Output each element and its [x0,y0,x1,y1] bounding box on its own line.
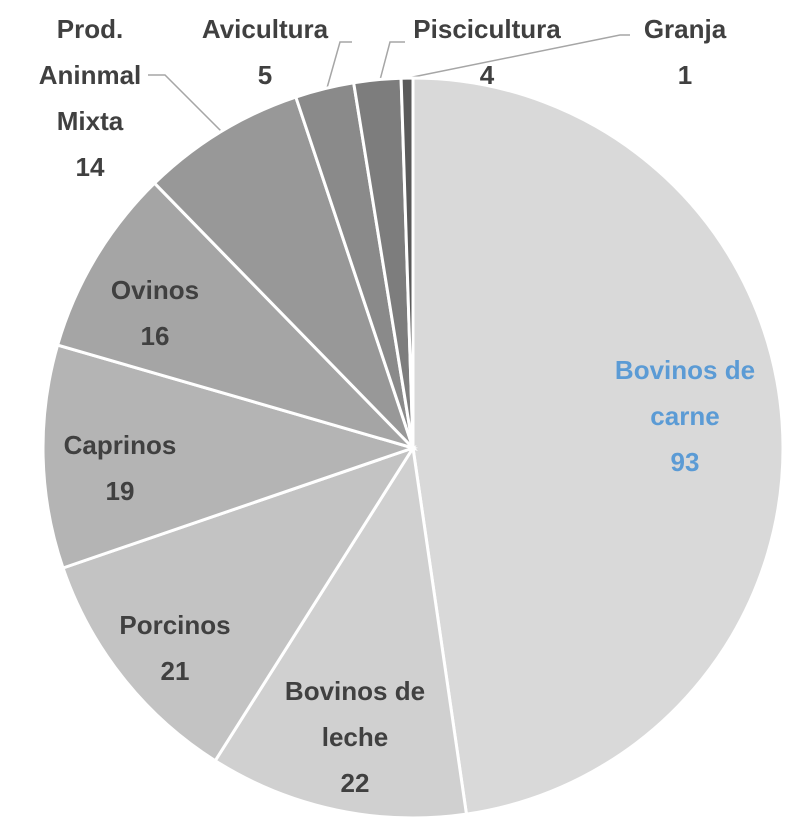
label-name: Porcinos [119,610,231,640]
leader-line [379,41,405,81]
slice [213,443,469,819]
data-label: Bovinos de carne 93 [605,347,765,485]
label-name: Avicultura [201,14,329,44]
slice [399,76,415,449]
label-name: Piscicultura [413,14,561,44]
label-name: Prod. Aninmal Mixta [38,14,142,136]
leader-lines [148,34,630,133]
label-value: 4 [479,60,495,90]
label-value: 22 [340,768,370,798]
leader-line [407,34,630,79]
label-name: Caprinos [63,430,177,460]
slice [55,181,419,452]
data-label: Prod. Aninmal Mixta 14 [25,6,155,190]
label-value: 93 [670,447,700,477]
data-label: Granja 1 [605,6,765,98]
label-value: 1 [677,60,693,90]
data-label: Bovinos de leche 22 [275,668,435,806]
label-value: 5 [257,60,273,90]
data-label: Caprinos 19 [40,422,200,514]
leader-line [148,74,223,133]
data-label: Piscicultura 4 [407,6,567,98]
label-name: Bovinos de carne [614,355,756,431]
data-label: Porcinos 21 [95,602,255,694]
label-name: Bovinos de leche [284,676,426,752]
slice [411,76,785,816]
label-value: 16 [140,321,170,351]
label-name: Granja [643,14,727,44]
slice [152,95,415,450]
label-value: 21 [160,656,190,686]
data-label: Ovinos 16 [75,267,235,359]
label-value: 14 [75,152,105,182]
leader-line [326,41,352,89]
label-name: Ovinos [110,275,200,305]
data-label: Avicultura 5 [185,6,345,98]
slice [61,445,417,763]
slices [41,76,785,819]
slice [41,343,418,570]
label-value: 19 [105,476,135,506]
